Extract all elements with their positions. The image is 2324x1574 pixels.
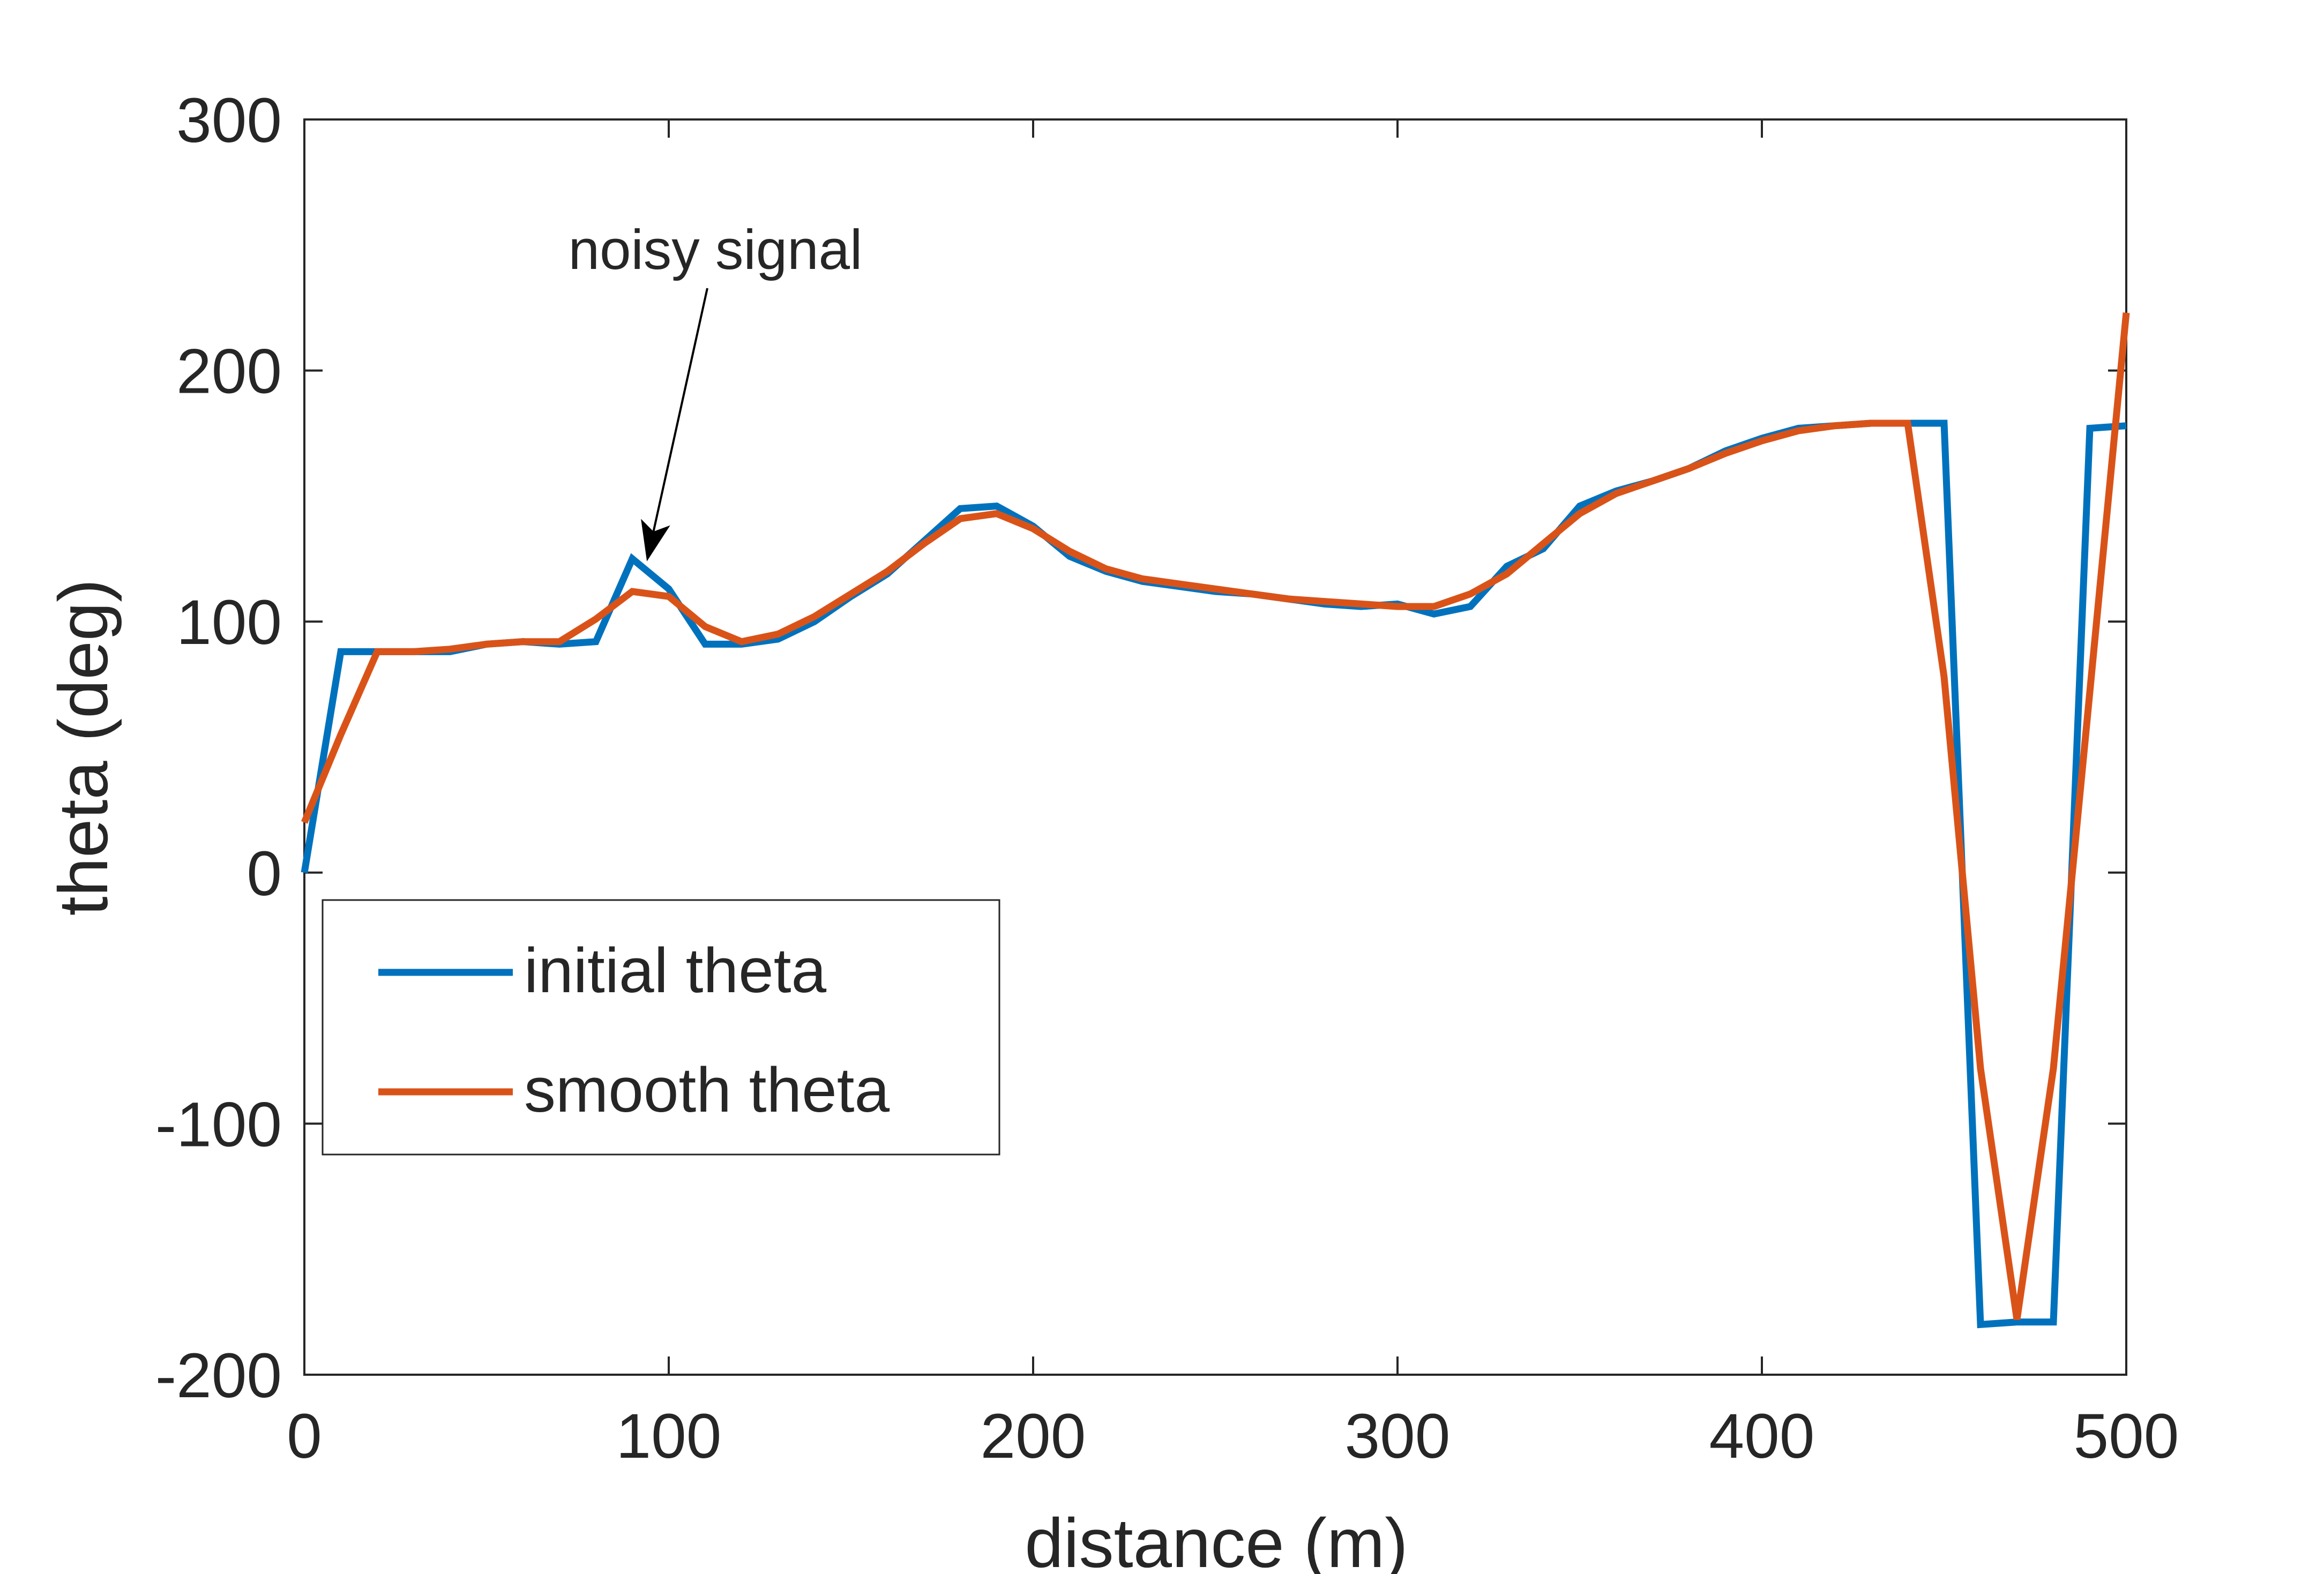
- annotation-arrow-head: [641, 519, 670, 561]
- plot-series: [301, 312, 2130, 1329]
- data-point-initial-theta: [1470, 606, 1471, 607]
- annotation-noisy-signal: noisy signal: [569, 219, 863, 281]
- data-point-smooth-theta: [632, 591, 633, 592]
- data-point-initial-theta: [304, 872, 305, 873]
- data-point-smooth-theta: [523, 641, 524, 642]
- data-point-smooth-theta: [377, 651, 378, 652]
- axis-ticks: [303, 118, 2127, 1376]
- y-axis-label: theta (deg): [44, 579, 122, 916]
- data-point-smooth-theta: [559, 641, 560, 642]
- data-point-smooth-theta: [887, 571, 888, 572]
- data-point-smooth-theta: [1871, 423, 1872, 424]
- annotation-group: noisy signal: [569, 219, 863, 561]
- y-tick-label: 200: [176, 336, 282, 407]
- legend-label-smooth-theta: smooth theta: [524, 1055, 890, 1126]
- data-point-initial-theta: [960, 508, 961, 509]
- data-point-smooth-theta: [1543, 543, 1544, 544]
- data-point-smooth-theta: [304, 822, 305, 823]
- data-point-smooth-theta: [814, 616, 815, 617]
- data-point-smooth-theta: [1689, 468, 1690, 469]
- axis-tick-labels: 0 100 200 300 400 500 -200 -100 0 100 200 300: [155, 85, 2179, 1472]
- y-tick-label: -100: [155, 1089, 282, 1160]
- x-axis-label: distance (m): [1025, 1504, 1408, 1574]
- legend: initial theta smooth theta: [322, 899, 1000, 1156]
- data-point-initial-theta: [778, 639, 779, 640]
- series-line-smooth-theta: [301, 312, 2130, 1320]
- x-tick-label: 500: [2074, 1401, 2179, 1472]
- x-tick-label: 200: [981, 1401, 1086, 1472]
- data-point-initial-theta: [814, 621, 815, 622]
- data-point-smooth-theta: [705, 626, 706, 627]
- x-tick-label: 400: [1709, 1401, 1815, 1472]
- legend-box: [322, 899, 1000, 1156]
- data-point-smooth-theta: [1616, 493, 1617, 494]
- data-point-smooth-theta: [1725, 453, 1726, 454]
- y-tick-label: -200: [155, 1340, 282, 1411]
- data-point-smooth-theta: [2126, 312, 2127, 313]
- y-tick-label: 100: [176, 587, 282, 658]
- annotation-arrow-line: [652, 288, 708, 532]
- y-tick-label: 300: [176, 85, 282, 156]
- x-tick-label: 0: [287, 1401, 322, 1472]
- axes-box: [303, 118, 2127, 1376]
- data-point-initial-theta: [1944, 423, 1945, 424]
- y-tick-label: 0: [246, 838, 282, 909]
- legend-label-initial-theta: initial theta: [524, 935, 827, 1006]
- data-point-smooth-theta: [2053, 1068, 2054, 1069]
- data-point-smooth-theta: [1106, 568, 1107, 569]
- x-tick-label: 100: [616, 1401, 722, 1472]
- data-point-smooth-theta: [1033, 528, 1034, 529]
- data-point-initial-theta: [2126, 425, 2127, 426]
- x-tick-label: 300: [1345, 1401, 1451, 1472]
